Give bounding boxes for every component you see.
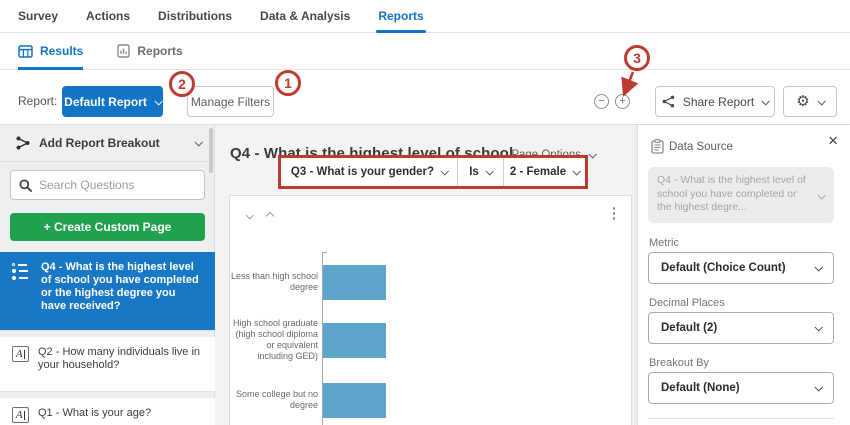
report-settings-button[interactable]: ⚙ <box>783 86 837 117</box>
chevron-up-icon[interactable] <box>265 206 275 224</box>
chart-card: Less than high school degree High school… <box>229 195 632 425</box>
panel-divider <box>648 418 834 419</box>
report-label: Report: <box>18 94 58 108</box>
search-icon <box>19 178 32 192</box>
chevron-down-icon <box>814 263 823 272</box>
bar[interactable] <box>323 323 386 358</box>
create-custom-page-button[interactable]: + Create Custom Page <box>10 213 205 241</box>
chevron-down-icon <box>817 191 826 200</box>
breakout-by-value: Default (None) <box>661 382 740 394</box>
bar[interactable] <box>323 383 386 418</box>
sidebar-item-q1[interactable]: A Q1 - What is your age? <box>0 398 215 425</box>
filter-field-label: Q3 - What is your gender? <box>290 166 435 178</box>
kebab-menu-icon[interactable] <box>610 204 619 223</box>
panel-title: Data Source <box>669 141 733 153</box>
results-grid-icon <box>18 44 33 58</box>
chevron-down-icon <box>817 96 826 106</box>
text-entry-icon: A <box>12 407 29 423</box>
decimal-places-select[interactable]: Default (2) <box>648 312 834 344</box>
share-report-button[interactable]: Share Report <box>655 86 775 117</box>
data-source-select-disabled: Q4 - What is the highest level of school… <box>648 167 834 223</box>
close-icon[interactable]: × <box>828 131 838 150</box>
plus-circle-icon[interactable]: + <box>615 94 630 109</box>
share-icon <box>662 95 675 108</box>
nav-item-reports[interactable]: Reports <box>376 0 427 33</box>
data-source-value: Q4 - What is the highest level of school… <box>657 174 806 213</box>
sidebar-item-q1-label: Q1 - What is your age? <box>38 407 152 419</box>
results-tab-bar: Results Reports <box>0 33 850 70</box>
search-questions-input[interactable] <box>39 178 196 192</box>
chevron-down-icon <box>154 96 163 106</box>
minus-circle-icon[interactable]: − <box>594 94 609 109</box>
metric-value: Default (Choice Count) <box>661 262 786 274</box>
chevron-down-icon <box>814 323 823 332</box>
tab-results-label: Results <box>40 44 84 58</box>
tab-reports-label: Reports <box>137 44 183 58</box>
sidebar: Add Report Breakout + Create Custom Page… <box>0 125 215 425</box>
nav-item-survey[interactable]: Survey <box>18 9 59 23</box>
filter-operator-dropdown[interactable]: Is <box>457 158 503 186</box>
default-report-dropdown[interactable]: Default Report <box>62 86 163 117</box>
text-entry-icon: A <box>12 346 29 362</box>
metric-select[interactable]: Default (Choice Count) <box>648 252 834 284</box>
clipboard-icon <box>651 139 664 154</box>
category-label: Less than high school degree <box>230 271 318 292</box>
chevron-down-icon <box>761 96 771 106</box>
filter-value-label: 2 - Female <box>509 166 567 178</box>
add-report-breakout-label: Add Report Breakout <box>39 136 160 150</box>
sidebar-item-q4-label: Q4 - What is the highest level of school… <box>41 261 199 312</box>
filter-operator-label: Is <box>469 166 479 178</box>
bar[interactable] <box>323 265 386 300</box>
data-source-panel: Data Source × Q4 - What is the highest l… <box>637 125 850 425</box>
category-label: Some college but no degree <box>235 389 318 410</box>
breakout-by-label: Breakout By <box>649 357 709 369</box>
breakout-by-select[interactable]: Default (None) <box>648 372 834 404</box>
annotation-step-3: 3 <box>624 45 650 71</box>
manage-filters-button[interactable]: Manage Filters <box>187 86 274 117</box>
add-report-breakout[interactable]: Add Report Breakout <box>0 125 215 162</box>
annotation-step-2: 2 <box>169 71 195 97</box>
chevron-down-icon <box>485 167 494 176</box>
question-search <box>10 170 205 200</box>
breakout-share-icon <box>16 136 30 150</box>
multiple-choice-icon <box>12 261 32 322</box>
sidebar-item-q2-label: Q2 - How many individuals live in your h… <box>38 346 201 371</box>
annotation-step-2-number: 2 <box>178 76 186 92</box>
chevron-down-icon <box>814 383 823 392</box>
tab-reports[interactable]: Reports <box>117 33 183 70</box>
manage-filters-label: Manage Filters <box>190 94 271 109</box>
gear-icon: ⚙ <box>796 93 810 110</box>
sidebar-item-q4[interactable]: Q4 - What is the highest level of school… <box>0 252 215 331</box>
default-report-label: Default Report <box>64 94 147 109</box>
report-toolbar: Report: Default Report Manage Filters Q3… <box>0 70 850 189</box>
filter-highlight-annotation: Q3 - What is your gender? Is 2 - Female <box>278 155 588 189</box>
chevron-down-icon <box>572 167 582 176</box>
annotation-step-1: 1 <box>275 70 301 96</box>
annotation-step-1-number: 1 <box>284 75 292 91</box>
decimal-places-label: Decimal Places <box>649 297 725 309</box>
top-nav: Survey Actions Distributions Data & Anal… <box>0 0 850 33</box>
filter-field-dropdown[interactable]: Q3 - What is your gender? <box>281 158 457 186</box>
chart-axis <box>322 252 327 425</box>
chevron-down-icon <box>588 150 597 159</box>
tab-results[interactable]: Results <box>18 33 84 70</box>
share-report-label: Share Report <box>682 94 755 109</box>
report-doc-icon <box>117 44 131 58</box>
annotation-step-3-number: 3 <box>633 50 641 66</box>
decimal-places-value: Default (2) <box>661 322 718 334</box>
nav-item-data-analysis[interactable]: Data & Analysis <box>260 9 351 23</box>
nav-item-actions[interactable]: Actions <box>86 9 131 23</box>
content-area: Add Report Breakout + Create Custom Page… <box>0 125 850 425</box>
filter-value-dropdown[interactable]: 2 - Female <box>503 158 585 186</box>
chevron-down-icon <box>440 167 450 176</box>
sidebar-item-q2[interactable]: A Q2 - How many individuals live in your… <box>0 337 215 392</box>
category-label: High school graduate (high school diplom… <box>232 318 318 361</box>
metric-label: Metric <box>649 237 679 249</box>
chevron-down-icon <box>194 138 203 147</box>
chevron-down-icon[interactable] <box>245 206 254 224</box>
nav-item-distributions[interactable]: Distributions <box>158 9 233 23</box>
sidebar-scrollbar[interactable] <box>209 128 213 173</box>
